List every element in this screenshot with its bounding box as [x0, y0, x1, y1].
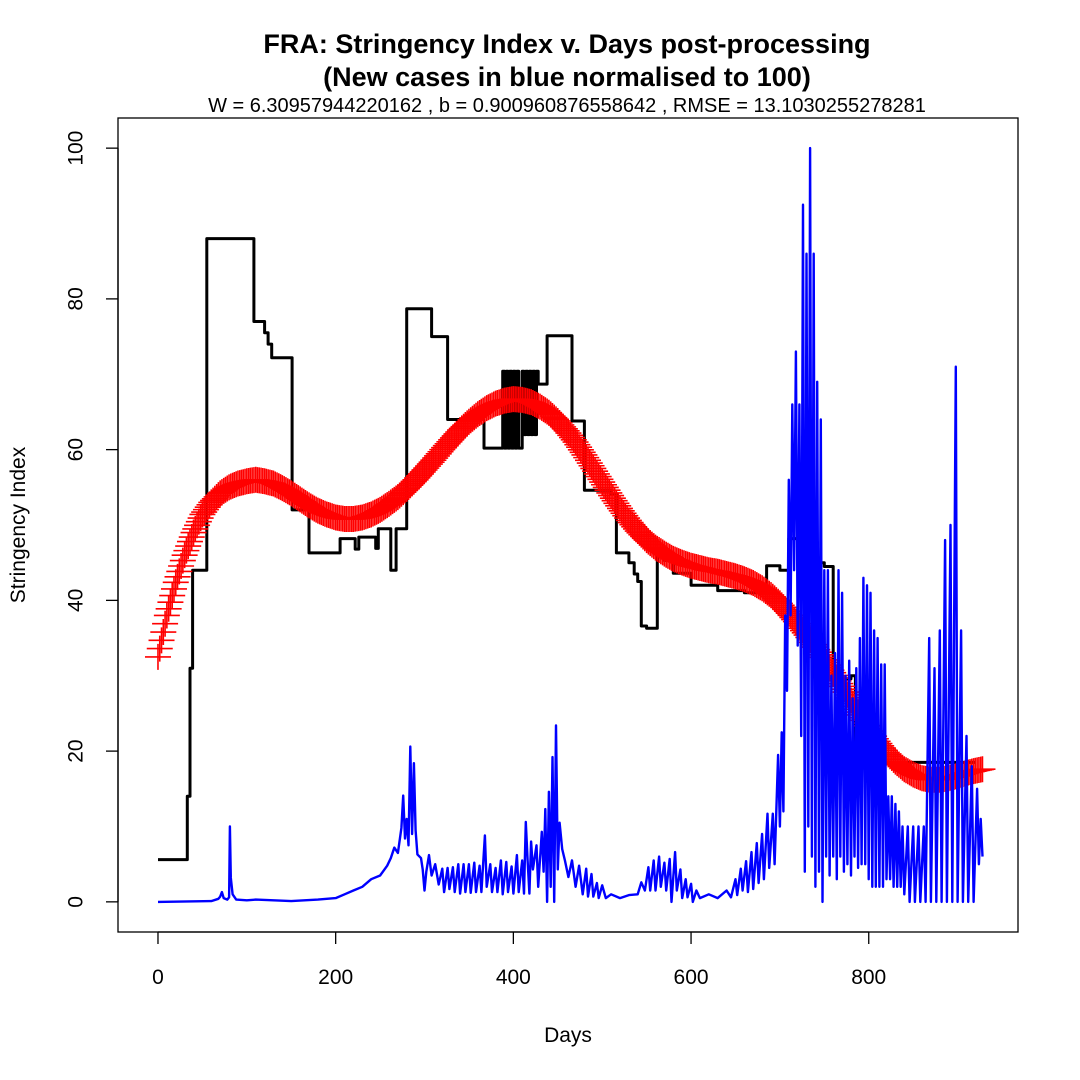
fit-curve-marker	[157, 589, 184, 616]
chart-title-line1: FRA: Stringency Index v. Days post-proce…	[263, 29, 870, 59]
fit-curve-marker	[144, 643, 171, 670]
fit-curve-marker	[566, 434, 593, 461]
fit-curve-marker	[567, 436, 594, 463]
x-tick-label: 400	[496, 966, 531, 989]
x-tick-label: 200	[318, 966, 353, 989]
plot-area	[144, 146, 996, 904]
chart-subtitle: W = 6.30957944220162 , b = 0.90096087655…	[208, 95, 926, 117]
fit-curve-markers	[144, 386, 996, 793]
y-tick-label: 20	[65, 739, 88, 762]
fit-curve-marker	[169, 547, 196, 574]
fit-curve-marker	[146, 635, 173, 662]
fit-curve-marker	[148, 627, 175, 654]
y-tick-label: 60	[65, 438, 88, 461]
fit-curve-marker	[185, 508, 212, 535]
fit-curve-marker	[155, 595, 182, 622]
x-tick-label: 800	[851, 966, 886, 989]
y-axis: 0 20 40 60 80 100	[65, 131, 119, 908]
fit-curve-marker	[182, 515, 209, 542]
fit-curve-marker	[160, 575, 187, 602]
fit-curve-marker	[180, 519, 207, 546]
fit-curve-marker	[162, 569, 189, 596]
chart-title-line2: (New cases in blue normalised to 100)	[323, 62, 811, 92]
y-tick-label: 100	[65, 131, 88, 166]
fit-curve-marker	[168, 553, 195, 580]
y-axis-label: Stringency Index	[7, 446, 30, 603]
fit-curve-marker	[164, 563, 191, 590]
y-tick-label: 80	[65, 287, 88, 310]
y-tick-label: 0	[65, 896, 88, 908]
y-tick-label: 40	[65, 589, 88, 612]
fit-curve-marker	[969, 756, 996, 783]
x-axis-label: Days	[544, 1024, 592, 1047]
fit-curve-marker	[152, 610, 179, 637]
x-axis: 0 200 400 600 800	[152, 931, 886, 989]
x-tick-label: 0	[152, 966, 164, 989]
fit-curve-marker	[150, 619, 177, 646]
new-cases-line	[157, 146, 984, 904]
fit-curve-marker	[153, 602, 180, 629]
x-tick-label: 600	[674, 966, 709, 989]
fit-curve-marker	[159, 582, 186, 609]
fit-curve-marker	[184, 512, 211, 539]
fit-curve-marker	[166, 558, 193, 585]
